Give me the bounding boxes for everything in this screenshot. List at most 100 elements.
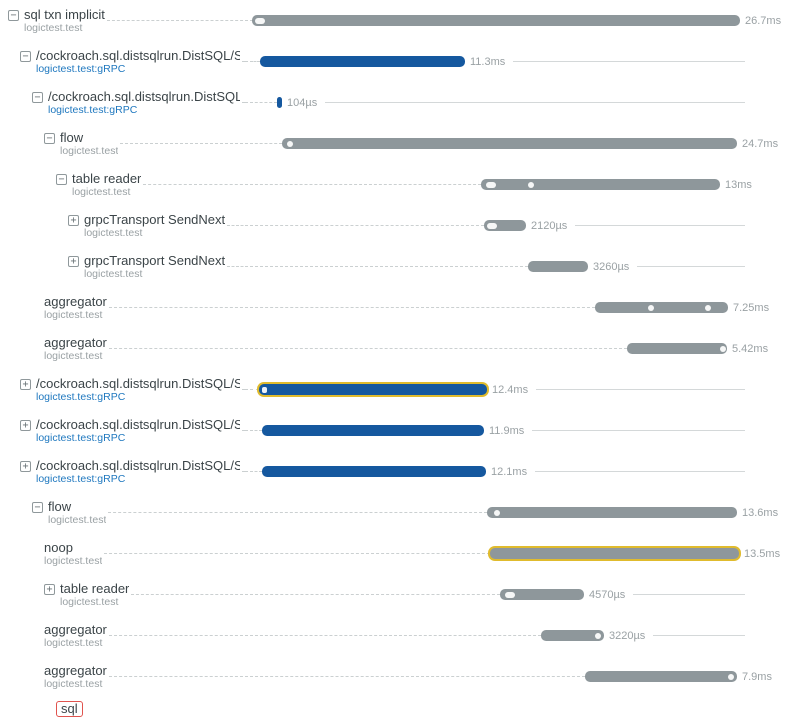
leader-line <box>143 184 248 185</box>
trace-span-row[interactable]: aggregator logictest.test 5.42ms <box>0 328 786 369</box>
span-subtitle: logictest.test <box>84 267 143 280</box>
span-subtitle: logictest.test <box>48 513 107 526</box>
row-name-group: aggregator logictest.test <box>44 295 107 321</box>
span-bar[interactable] <box>252 15 740 26</box>
span-subtitle: logictest.test <box>44 308 103 321</box>
leader-line-extension <box>250 102 277 103</box>
span-bar[interactable] <box>260 56 465 67</box>
trace-span-row[interactable]: − sql txn implicit logictest.test 26.7ms <box>0 0 786 41</box>
span-name-text: aggregator logictest.test <box>44 295 107 321</box>
row-name: sql <box>0 701 250 722</box>
trace-span-row[interactable]: − flow logictest.test 24.7ms <box>0 123 786 164</box>
span-bar[interactable] <box>259 384 487 395</box>
trace-span-row[interactable]: aggregator logictest.test 7.25ms <box>0 287 786 328</box>
expand-icon[interactable]: + <box>20 460 31 472</box>
row-name: + grpcTransport SendNext logictest.test <box>0 213 250 239</box>
expand-icon[interactable]: + <box>20 419 31 431</box>
span-title: table reader <box>72 171 142 186</box>
span-subtitle[interactable]: logictest.test:gRPC <box>48 103 138 116</box>
leader-line <box>242 61 248 62</box>
bar-marker <box>648 304 654 311</box>
row-name: − table reader logictest.test <box>0 172 250 198</box>
duration-label: 13.6ms <box>742 506 779 519</box>
row-timeline: 13ms <box>250 179 786 191</box>
span-bar[interactable] <box>277 97 282 108</box>
row-name-group: + grpcTransport SendNext logictest.test <box>68 213 225 239</box>
span-bar[interactable] <box>262 425 484 436</box>
trace-span-row[interactable]: aggregator logictest.test 3220µs <box>0 615 786 656</box>
span-name-text: /cockroach.sql.distsqlrun.DistSQL/Set lo… <box>36 49 240 75</box>
span-subtitle[interactable]: logictest.test:gRPC <box>36 390 126 403</box>
span-subtitle[interactable]: logictest.test:gRPC <box>36 431 126 444</box>
trace-span-row[interactable]: + grpcTransport SendNext logictest.test … <box>0 246 786 287</box>
bar-marker <box>720 345 726 352</box>
span-bar[interactable] <box>528 261 588 272</box>
bar-marker <box>262 386 267 393</box>
row-name-group: aggregator logictest.test <box>44 336 107 362</box>
collapse-icon[interactable]: − <box>8 9 19 21</box>
span-name-text: table reader logictest.test <box>60 582 129 608</box>
span-bar[interactable] <box>490 548 739 559</box>
span-bar[interactable] <box>595 302 728 313</box>
trace-span-row[interactable]: + /cockroach.sql.distsqlrun.DistSQL/Set … <box>0 410 786 451</box>
expand-icon[interactable]: + <box>68 214 79 226</box>
collapse-icon[interactable]: − <box>56 173 67 185</box>
span-bar[interactable] <box>627 343 727 354</box>
span-subtitle: logictest.test <box>44 677 103 690</box>
span-bar[interactable] <box>282 138 737 149</box>
expand-icon[interactable]: + <box>68 255 79 267</box>
duration-label: 26.7ms <box>745 14 782 27</box>
trace-span-row[interactable]: + table reader logictest.test 4570µs <box>0 574 786 615</box>
span-bar[interactable] <box>585 671 737 682</box>
span-bar[interactable] <box>500 589 584 600</box>
leader-line-extension <box>250 307 595 308</box>
trace-span-row[interactable]: − table reader logictest.test 13ms <box>0 164 786 205</box>
collapse-icon[interactable]: − <box>20 50 31 62</box>
row-name-group: − /cockroach.sql.distsqlrun.DistSQL/Set … <box>20 49 240 75</box>
row-name: − /cockroach.sql.distsqlrun.DistSQL/Set … <box>0 49 250 75</box>
span-bar[interactable] <box>541 630 604 641</box>
trail-line <box>536 389 745 390</box>
leader-line-extension <box>250 430 262 431</box>
span-subtitle[interactable]: logictest.test:gRPC <box>36 472 126 485</box>
span-title: /cockroach.sql.distsqlrun.DistSQL/Set <box>36 458 240 473</box>
span-title: sql <box>56 701 83 717</box>
expand-icon[interactable]: + <box>44 583 55 595</box>
duration-label: 5.42ms <box>732 342 769 355</box>
span-title: sql txn implicit <box>24 7 105 22</box>
row-name-group: − flow logictest.test <box>32 500 106 526</box>
span-bar[interactable] <box>487 507 737 518</box>
span-bar[interactable] <box>481 179 720 190</box>
trace-span-row[interactable]: aggregator logictest.test 7.9ms <box>0 656 786 697</box>
row-name: aggregator logictest.test <box>0 336 250 362</box>
span-title: /cockroach.sql.distsqlrun.DistSQL/Set <box>36 376 240 391</box>
span-name-text: flow logictest.test <box>48 500 106 526</box>
span-bar[interactable] <box>262 466 486 477</box>
trace-span-row[interactable]: noop logictest.test 13.5ms <box>0 533 786 574</box>
duration-label: 4570µs <box>589 588 626 601</box>
collapse-icon[interactable]: − <box>32 91 43 103</box>
trace-span-row[interactable]: + /cockroach.sql.distsqlrun.DistSQL/Set … <box>0 369 786 410</box>
trace-span-row[interactable]: − /cockroach.sql.distsqlrun.DistSQL/S lo… <box>0 82 786 123</box>
trace-span-row[interactable]: + grpcTransport SendNext logictest.test … <box>0 205 786 246</box>
duration-label: 7.25ms <box>733 301 770 314</box>
row-timeline: 11.3ms <box>250 56 786 68</box>
span-bar[interactable] <box>484 220 526 231</box>
collapse-icon[interactable]: − <box>32 501 43 513</box>
span-title: aggregator <box>44 294 107 309</box>
trace-span-row[interactable]: + /cockroach.sql.distsqlrun.DistSQL/Set … <box>0 451 786 492</box>
leader-line-extension <box>250 471 262 472</box>
row-timeline: 13.6ms <box>250 507 786 519</box>
trace-span-row[interactable]: − /cockroach.sql.distsqlrun.DistSQL/Set … <box>0 41 786 82</box>
span-title: /cockroach.sql.distsqlrun.DistSQL/S <box>48 89 240 104</box>
row-timeline: 7.9ms <box>250 671 786 683</box>
expand-icon[interactable]: + <box>20 378 31 390</box>
span-subtitle: logictest.test <box>60 144 119 157</box>
duration-label: 12.4ms <box>492 383 529 396</box>
trace-span-row[interactable]: − flow logictest.test 13.6ms <box>0 492 786 533</box>
trail-line <box>637 266 745 267</box>
span-subtitle[interactable]: logictest.test:gRPC <box>36 62 126 75</box>
collapse-icon[interactable]: − <box>44 132 55 144</box>
trail-line <box>653 635 745 636</box>
trace-span-row[interactable]: sql <box>0 697 786 717</box>
